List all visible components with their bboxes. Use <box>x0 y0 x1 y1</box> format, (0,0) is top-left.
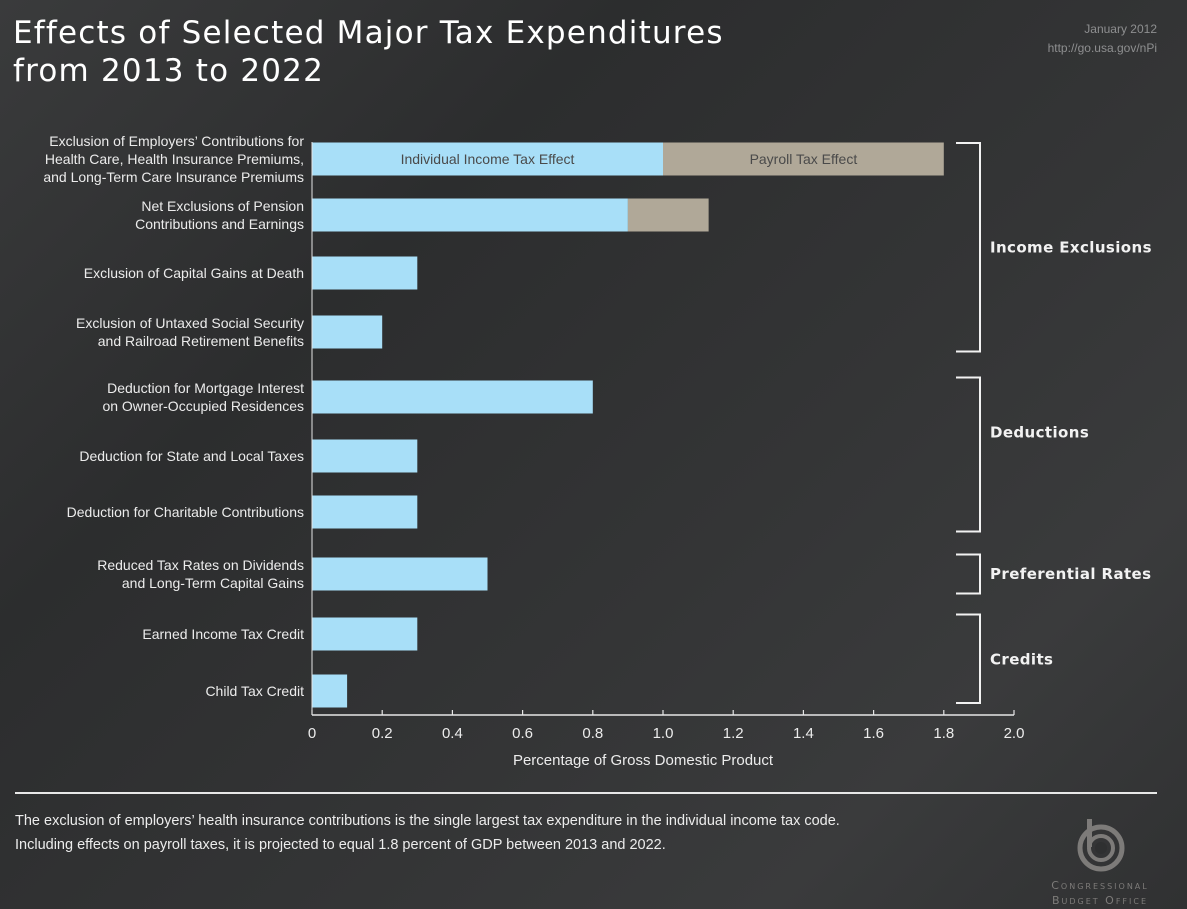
group-bracket <box>956 613 981 704</box>
x-tick-label: 1.4 <box>793 725 814 742</box>
group-label: Preferential Rates <box>990 565 1151 583</box>
title-line-1: Effects of Selected Major Tax Expenditur… <box>13 15 724 51</box>
cbo-logo-icon <box>1077 819 1125 872</box>
category-label-line: Exclusion of Employers’ Contributions fo… <box>49 133 304 149</box>
category-label-line: Exclusion of Untaxed Social Security <box>76 315 304 331</box>
x-tick-label: 0.8 <box>582 725 603 742</box>
x-tick-label: 1.0 <box>653 725 674 742</box>
bar-chart: Exclusion of Employers’ Contributions fo… <box>43 133 1152 769</box>
group-bracket <box>956 142 981 353</box>
x-tick-label: 1.8 <box>933 725 954 742</box>
category-label: Exclusion of Untaxed Social Security and … <box>76 315 304 349</box>
category-label-line: Deduction for Charitable Contributions <box>67 504 304 520</box>
x-tick-label: 1.6 <box>863 725 884 742</box>
x-tick-label: 0.6 <box>512 725 533 742</box>
category-label-line: Contributions and Earnings <box>135 216 304 232</box>
footer-divider <box>15 792 1157 794</box>
group-bracket <box>956 553 981 595</box>
x-tick-label: 0 <box>308 725 316 742</box>
category-label-line: Exclusion of Capital Gains at Death <box>84 265 304 281</box>
x-tick-label: 0.4 <box>442 725 463 742</box>
category-label: Net Exclusions of Pension Contributions a… <box>135 198 304 232</box>
category-label-line: Child Tax Credit <box>205 683 304 699</box>
group-bracket <box>956 376 981 533</box>
category-label-line: on Owner-Occupied Residences <box>102 398 304 414</box>
publication-meta: January 2012 http://go.usa.gov/nPi <box>1048 20 1157 58</box>
bar-individual-income-tax <box>312 495 418 529</box>
category-label: Deduction for State and Local Taxes <box>79 448 304 464</box>
bar-individual-income-tax <box>312 380 593 414</box>
source-link[interactable]: http://go.usa.gov/nPi <box>1047 41 1157 55</box>
category-label-line: Reduced Tax Rates on Dividends <box>97 557 304 573</box>
series-label-individual: Individual Income Tax Effect <box>401 151 575 167</box>
category-label-line: Health Care, Health Insurance Premiums, <box>45 151 304 167</box>
category-label: Child Tax Credit <box>205 683 304 699</box>
bar-individual-income-tax <box>312 557 488 591</box>
note-line-2: Including effects on payroll taxes, it i… <box>15 837 666 853</box>
category-label-line: Deduction for State and Local Taxes <box>79 448 304 464</box>
bar-individual-income-tax <box>312 142 663 176</box>
category-label: Deduction for Mortgage Interest on Owner-… <box>102 380 304 414</box>
bar-individual-income-tax <box>312 617 418 651</box>
note-line-1: The exclusion of employers’ health insur… <box>15 813 840 829</box>
x-tick-label: 0.2 <box>372 725 393 742</box>
cbo-logo: Congressional Budget Office <box>1040 815 1160 908</box>
footer-note: The exclusion of employers’ health insur… <box>15 809 840 857</box>
category-label-line: and Long-Term Care Insurance Premiums <box>43 169 304 185</box>
category-label-line: and Railroad Retirement Benefits <box>98 333 304 349</box>
chart-title: Effects of Selected Major Tax Expenditur… <box>13 14 724 90</box>
bar-individual-income-tax <box>312 256 418 290</box>
x-tick-label: 1.2 <box>723 725 744 742</box>
bar-individual-income-tax <box>312 315 383 349</box>
category-label-line: Net Exclusions of Pension <box>141 198 304 214</box>
bar-individual-income-tax <box>312 198 628 232</box>
logo-line-2: Budget Office <box>1051 894 1149 907</box>
title-line-2: from 2013 to 2022 <box>13 53 325 89</box>
category-label: Reduced Tax Rates on Dividends and Long-T… <box>97 557 304 591</box>
x-tick-label: 2.0 <box>1004 725 1025 742</box>
group-label: Deductions <box>990 424 1089 442</box>
category-label: Exclusion of Employers’ Contributions fo… <box>43 133 304 185</box>
category-label-line: Deduction for Mortgage Interest <box>107 380 304 396</box>
group-label: Income Exclusions <box>990 238 1152 256</box>
category-label-line: Earned Income Tax Credit <box>142 626 304 642</box>
category-label: Exclusion of Capital Gains at Death <box>84 265 304 281</box>
category-label: Deduction for Charitable Contributions <box>67 504 304 520</box>
bar-individual-income-tax <box>312 439 418 473</box>
bar-payroll-tax <box>663 142 944 176</box>
series-label-payroll: Payroll Tax Effect <box>750 151 858 167</box>
bar-payroll-tax <box>627 198 709 232</box>
category-label-line: and Long-Term Capital Gains <box>122 575 304 591</box>
publication-date: January 2012 <box>1084 22 1157 36</box>
logo-line-1: Congressional <box>1051 879 1149 892</box>
category-label: Earned Income Tax Credit <box>142 626 304 642</box>
bar-individual-income-tax <box>312 674 348 708</box>
x-axis-title: Percentage of Gross Domestic Product <box>513 752 774 769</box>
group-label: Credits <box>990 651 1053 669</box>
